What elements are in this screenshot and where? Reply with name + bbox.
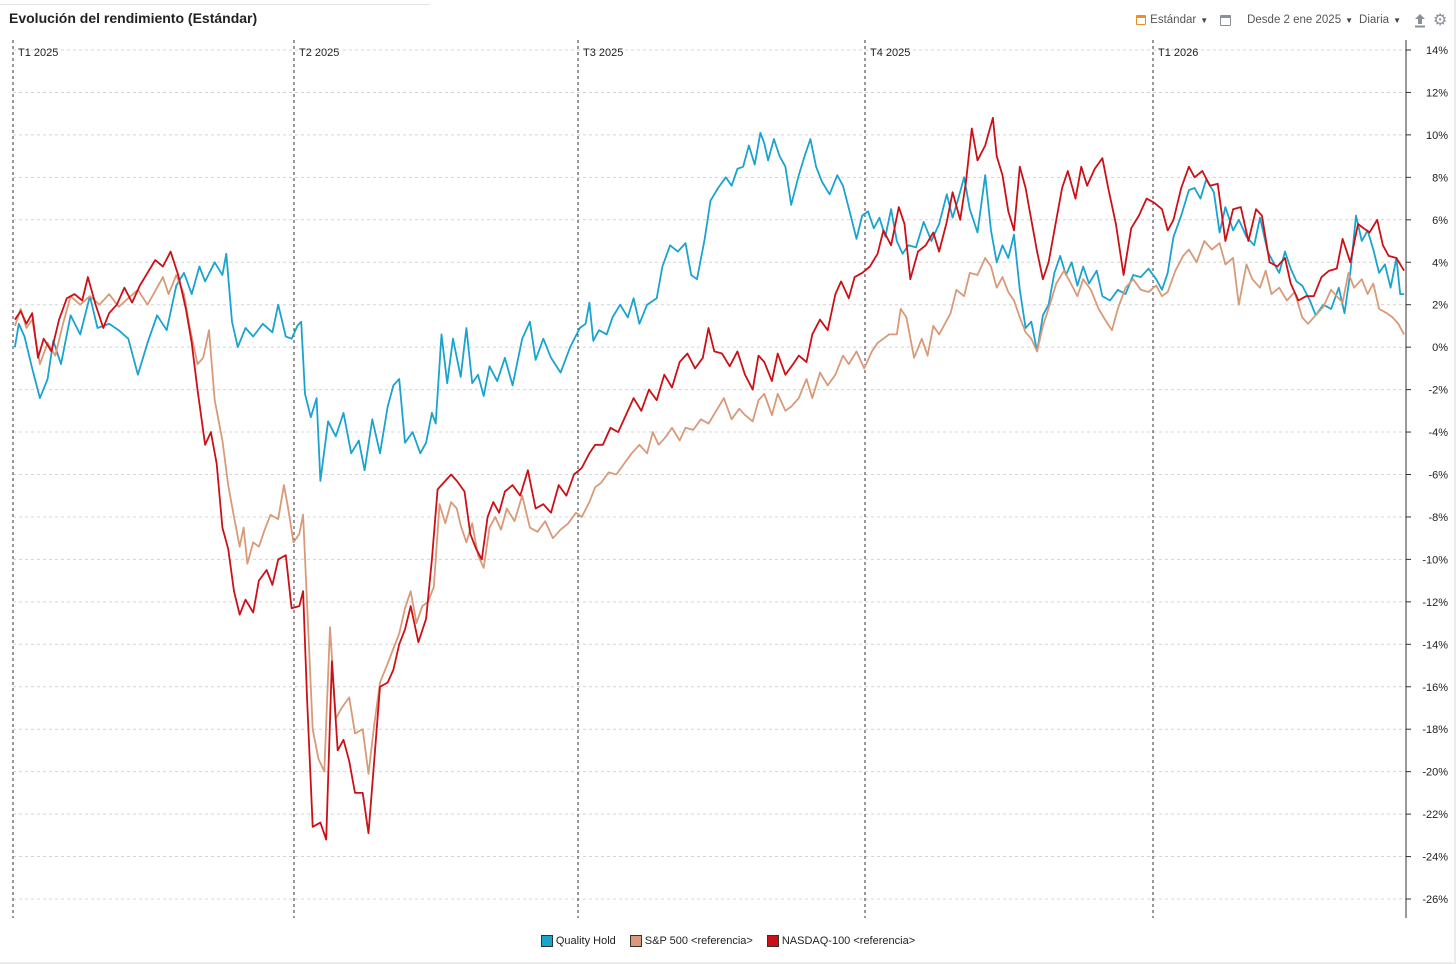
view-selector-label: Estándar bbox=[1150, 14, 1197, 26]
series-line-s-p-500-referencia bbox=[14, 240, 1405, 775]
y-axis: 14% 12% 10% 8% 6% 4% 2% 0% -2% -4% -6% -8% -10% -12% -… bbox=[1405, 40, 1448, 918]
quarter-label: T1 2026 bbox=[1158, 47, 1198, 59]
calendar-icon bbox=[1136, 15, 1147, 25]
y-tick-label: 12% bbox=[1426, 87, 1448, 99]
y-tick-label: 6% bbox=[1432, 215, 1448, 227]
y-tick-label: -8% bbox=[1428, 512, 1448, 524]
legend-item-quality-hold[interactable]: Quality Hold bbox=[540, 935, 616, 947]
quarter-label: T4 2025 bbox=[870, 47, 910, 59]
series-line-nasdaq-100-referencia bbox=[14, 117, 1405, 841]
y-tick-label: -12% bbox=[1422, 597, 1448, 609]
y-tick-label: -6% bbox=[1428, 470, 1448, 482]
legend-swatch bbox=[766, 935, 779, 947]
frame-bottom-edge bbox=[0, 962, 1456, 964]
quarter-label: T1 2025 bbox=[18, 47, 58, 59]
chart-title: Evolución del rendimiento (Estándar) bbox=[9, 10, 258, 26]
y-tick-label: -10% bbox=[1422, 554, 1448, 566]
chart-legend: Quality Hold S&P 500 <referencia> NASDAQ… bbox=[0, 932, 1456, 950]
grid-lines bbox=[13, 49, 1406, 900]
legend-item-sp500[interactable]: S&P 500 <referencia> bbox=[629, 935, 753, 947]
y-tick-label: -22% bbox=[1422, 809, 1448, 821]
chevron-down-icon: ▼ bbox=[1200, 15, 1209, 25]
series-line-quality-hold bbox=[14, 131, 1405, 482]
frequency-selector[interactable]: Diaria ▼ bbox=[1359, 14, 1401, 26]
chevron-down-icon: ▼ bbox=[1345, 15, 1354, 25]
y-tick-label: -4% bbox=[1428, 427, 1448, 439]
frame-right-edge bbox=[1454, 0, 1456, 964]
legend-label: NASDAQ-100 <referencia> bbox=[781, 935, 916, 947]
y-tick-label: -26% bbox=[1422, 894, 1448, 906]
range-selector-label: Desde 2 ene 2025 bbox=[1247, 14, 1342, 26]
y-tick-label: 2% bbox=[1432, 300, 1448, 312]
series-lines bbox=[14, 117, 1405, 841]
performance-chart: T1 2025 T2 2025 T3 2025 T4 2025 T1 2026 14%1… bbox=[12, 40, 1448, 918]
gear-icon[interactable]: ⚙ bbox=[1433, 11, 1448, 29]
legend-swatch bbox=[629, 935, 642, 947]
view-selector[interactable]: Estándar ▼ bbox=[1136, 14, 1208, 26]
y-tick-label: 14% bbox=[1426, 45, 1448, 57]
chevron-down-icon: ▼ bbox=[1393, 15, 1401, 25]
chart-header: Evolución del rendimiento (Estándar) Est… bbox=[0, 0, 1456, 38]
y-tick-label: -2% bbox=[1428, 385, 1448, 397]
y-tick-label: 0% bbox=[1432, 342, 1448, 354]
quarter-label: T3 2025 bbox=[583, 47, 623, 59]
export-icon[interactable] bbox=[1413, 13, 1427, 28]
header-top-edge bbox=[0, 0, 430, 5]
y-tick-label: -16% bbox=[1422, 682, 1448, 694]
y-tick-label: -20% bbox=[1422, 767, 1448, 779]
y-tick-label: -24% bbox=[1422, 852, 1448, 864]
quarter-dividers: T1 2025 T2 2025 T3 2025 T4 2025 T1 2026 bbox=[12, 40, 1198, 918]
y-tick-label: 10% bbox=[1426, 130, 1448, 142]
y-tick-label: 8% bbox=[1432, 172, 1448, 184]
y-tick-label: 4% bbox=[1432, 257, 1448, 269]
calendar-range-icon[interactable] bbox=[1220, 14, 1232, 26]
legend-item-nasdaq100[interactable]: NASDAQ-100 <referencia> bbox=[766, 935, 916, 947]
legend-label: Quality Hold bbox=[555, 935, 616, 947]
quarter-label: T2 2025 bbox=[299, 47, 339, 59]
chart-toolbar: Estándar ▼ Desde 2 ene 2025 ▼ Diaria ▼ ⚙ bbox=[1136, 11, 1448, 29]
range-selector[interactable]: Desde 2 ene 2025 ▼ bbox=[1247, 14, 1353, 26]
legend-label: S&P 500 <referencia> bbox=[644, 935, 753, 947]
frequency-selector-label: Diaria bbox=[1359, 14, 1390, 26]
legend-swatch bbox=[540, 935, 553, 947]
y-tick-label: -14% bbox=[1422, 639, 1448, 651]
y-tick-label: -18% bbox=[1422, 724, 1448, 736]
